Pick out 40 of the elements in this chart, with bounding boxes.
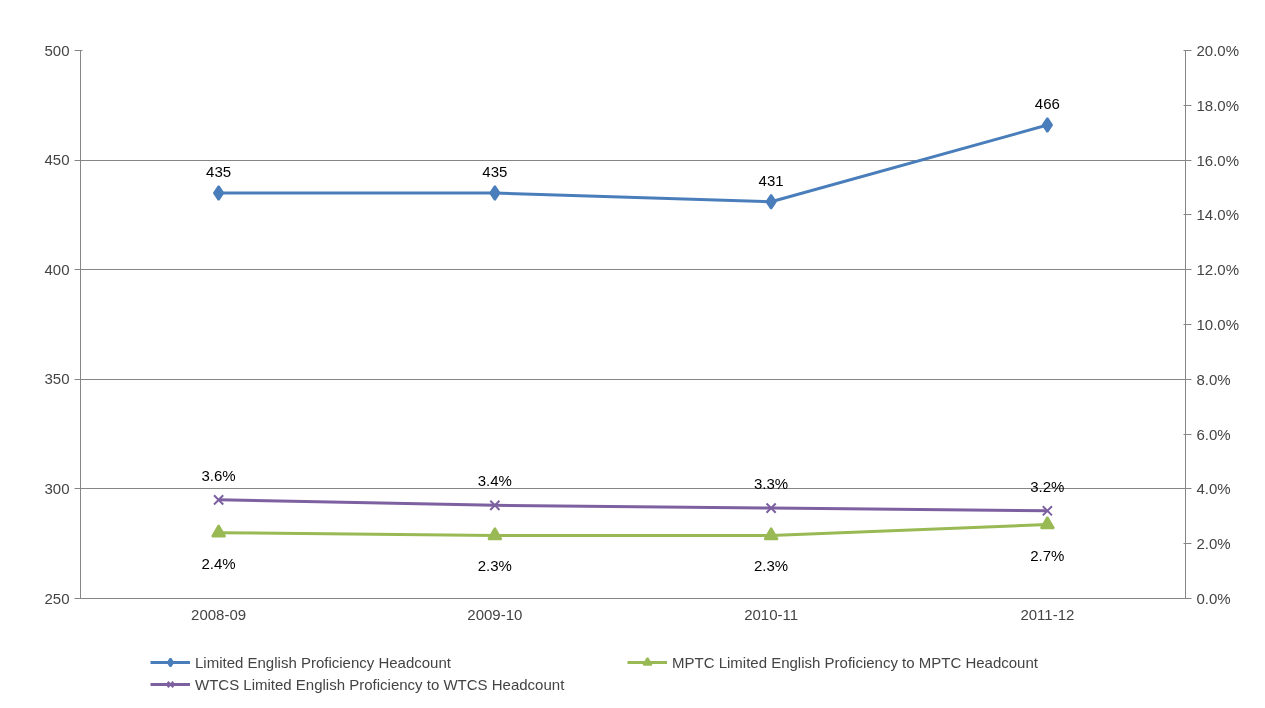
y2-tick-label: 0.0% bbox=[1196, 590, 1231, 607]
y-tick-label: 500 bbox=[44, 41, 70, 59]
data-label: 431 bbox=[758, 171, 784, 189]
x-tick-label: 2009-10 bbox=[467, 605, 523, 623]
y-tick-label: 250 bbox=[44, 589, 70, 607]
y2-tick-label: 12.0% bbox=[1196, 261, 1240, 279]
legend-label: WTCS Limited English Proficiency to WTCS Headcount bbox=[195, 675, 566, 693]
point bbox=[1041, 117, 1054, 134]
data-label: 3.4% bbox=[477, 472, 512, 490]
y2-tick-label: 8.0% bbox=[1196, 370, 1231, 388]
x-tick-label: 2010-11 bbox=[744, 605, 799, 623]
data-label: 3.3% bbox=[754, 475, 789, 493]
y2-tick-label: 10.0% bbox=[1196, 316, 1240, 333]
y2-tick-label: 2.0% bbox=[1196, 535, 1231, 553]
data-label: 435 bbox=[482, 162, 508, 180]
data-label: 2.3% bbox=[754, 557, 789, 575]
data-label: 2.4% bbox=[201, 554, 236, 572]
y2-tick-label: 16.0% bbox=[1196, 151, 1240, 169]
x-tick-label: 2008-09 bbox=[191, 605, 247, 623]
y-tick-label: 450 bbox=[44, 151, 70, 169]
y2-tick-label: 14.0% bbox=[1196, 206, 1240, 224]
y-tick-label: 350 bbox=[44, 370, 70, 388]
y-tick-label: 300 bbox=[44, 479, 70, 497]
data-label: 2.3% bbox=[477, 557, 512, 575]
x-tick-label: 2011-12 bbox=[1020, 605, 1075, 623]
y2-tick-label: 4.0% bbox=[1196, 480, 1231, 498]
data-label: 3.6% bbox=[201, 466, 236, 484]
data-label: 2.7% bbox=[1030, 546, 1065, 564]
legend-label: Limited English Proficiency Headcount bbox=[195, 653, 452, 671]
y-tick-label: 400 bbox=[44, 260, 70, 278]
point bbox=[765, 193, 777, 210]
y2-tick-label: 6.0% bbox=[1196, 425, 1231, 443]
data-label: 3.2% bbox=[1030, 477, 1065, 495]
data-label: 435 bbox=[206, 162, 232, 180]
data-label: 466 bbox=[1034, 95, 1060, 113]
point bbox=[489, 184, 501, 201]
y2-tick-label: 18.0% bbox=[1196, 96, 1240, 114]
legend-label: MPTC Limited English Proficiency to MPTC Headcount bbox=[672, 653, 1039, 671]
point bbox=[212, 184, 225, 201]
y2-tick-label: 20.0% bbox=[1196, 42, 1240, 59]
